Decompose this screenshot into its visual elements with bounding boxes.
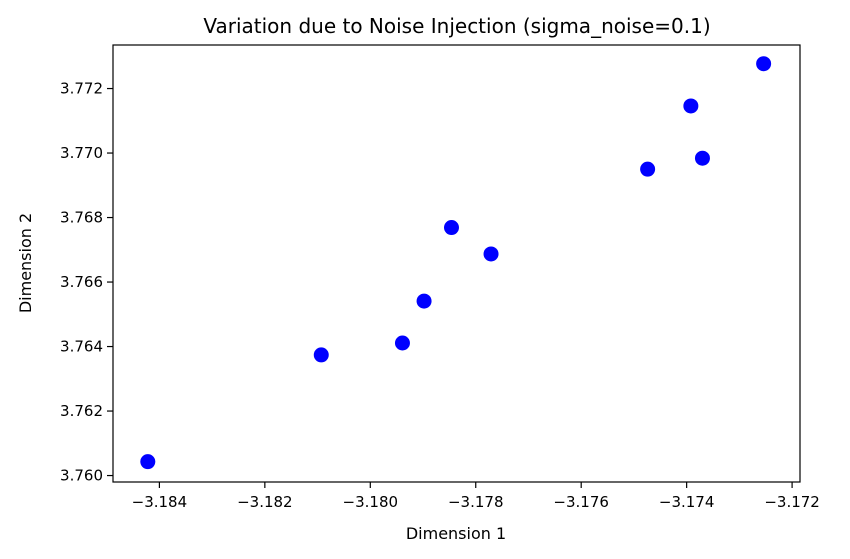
y-tick-label: 3.764 bbox=[60, 338, 103, 356]
y-axis: 3.760 3.762 3.764 3.766 3.768 3.770 3.772 bbox=[60, 80, 113, 485]
y-tick-label: 3.772 bbox=[60, 80, 103, 98]
x-tick-label: −3.174 bbox=[659, 493, 715, 511]
x-axis-label: Dimension 1 bbox=[406, 524, 506, 543]
y-tick-label: 3.768 bbox=[60, 209, 103, 227]
data-point bbox=[394, 335, 410, 351]
chart-title: Variation due to Noise Injection (sigma_… bbox=[203, 14, 710, 38]
plot-area bbox=[140, 56, 772, 470]
x-tick-label: −3.180 bbox=[343, 493, 399, 511]
data-point bbox=[313, 347, 329, 363]
x-axis: −3.184 −3.182 −3.180 −3.178 −3.176 −3.174 −3.1… bbox=[132, 482, 820, 511]
x-tick-label: −3.184 bbox=[132, 493, 188, 511]
y-tick-label: 3.766 bbox=[60, 273, 103, 291]
data-point bbox=[443, 220, 459, 236]
axes-frame bbox=[112, 44, 801, 483]
data-point bbox=[483, 246, 499, 262]
data-point bbox=[416, 293, 432, 309]
data-point bbox=[694, 150, 710, 166]
x-tick-label: −3.182 bbox=[237, 493, 293, 511]
y-tick-label: 3.770 bbox=[60, 144, 103, 162]
data-point bbox=[756, 56, 772, 72]
y-tick-label: 3.762 bbox=[60, 402, 103, 420]
data-point bbox=[140, 454, 156, 470]
y-axis-label: Dimension 2 bbox=[16, 213, 35, 313]
x-tick-label: −3.172 bbox=[764, 493, 820, 511]
data-point bbox=[683, 98, 699, 114]
x-tick-label: −3.178 bbox=[448, 493, 504, 511]
data-point bbox=[640, 161, 656, 177]
y-tick-label: 3.760 bbox=[60, 467, 103, 485]
x-tick-label: −3.176 bbox=[553, 493, 609, 511]
